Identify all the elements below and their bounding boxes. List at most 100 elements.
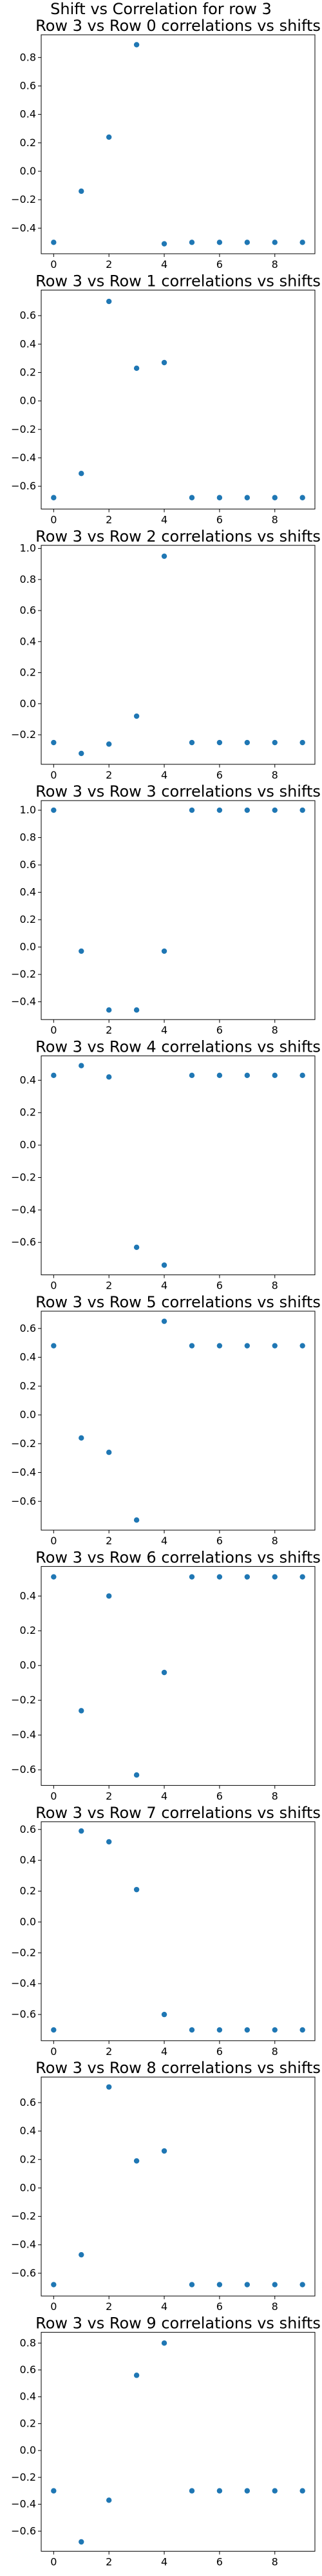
y-tick-label: −0.2 (11, 1437, 36, 1450)
data-point (189, 739, 195, 746)
y-tick-label: 0.8 (20, 831, 36, 844)
data-point (216, 739, 223, 746)
data-point (216, 240, 223, 245)
data-point (216, 1574, 223, 1580)
y-tick-label: 0.0 (20, 941, 36, 953)
subplot-title: Row 3 vs Row 4 correlations vs shifts (35, 1038, 321, 1056)
figure-suptitle: Shift vs Correlation for row 3 (50, 0, 272, 18)
y-tick-label: −0.2 (11, 193, 36, 205)
y-tick-label: −0.6 (11, 2008, 36, 2020)
y-tick-label: 0.0 (20, 1139, 36, 1151)
y-tick-label: −0.4 (11, 451, 36, 464)
y-tick-label: −0.4 (11, 1204, 36, 1216)
y-tick-label: −0.2 (11, 1171, 36, 1183)
data-point (272, 240, 278, 245)
data-point (299, 1343, 305, 1349)
data-point (79, 1063, 84, 1068)
data-point (244, 807, 251, 813)
data-point (133, 1244, 140, 1250)
x-tick-label: 4 (161, 2045, 167, 2058)
y-tick-label: 0.2 (20, 1624, 36, 1636)
data-point (133, 1007, 140, 1013)
y-tick-label: 0.6 (20, 2363, 36, 2376)
x-tick-label: 6 (216, 1280, 223, 1292)
data-point (272, 807, 278, 813)
plot-frame (41, 1566, 316, 1786)
x-tick-label: 6 (216, 513, 223, 526)
data-point (189, 2488, 195, 2494)
data-point (299, 1072, 305, 1079)
x-tick-label: 6 (216, 1535, 223, 1547)
y-tick-label: 0.4 (20, 886, 36, 898)
y-tick-label: 0.4 (20, 1854, 36, 1866)
y-tick-label: 0.8 (20, 51, 36, 63)
data-point (79, 1828, 84, 1834)
data-point (161, 359, 167, 366)
plot-frame (41, 289, 316, 509)
y-tick-label: −0.2 (11, 1694, 36, 1706)
data-point (133, 42, 140, 48)
plot-frame (41, 1821, 316, 2041)
subplot-title: Row 3 vs Row 8 correlations vs shifts (35, 2059, 321, 2077)
data-point (106, 1839, 112, 1845)
x-tick-label: 8 (272, 2045, 278, 2058)
data-point (161, 1318, 167, 1324)
y-tick-label: 0.2 (20, 1885, 36, 1897)
data-point (299, 739, 305, 746)
y-tick-label: 0.0 (20, 697, 36, 710)
subplot-1: Row 3 vs Row 1 correlations vs shifts −0.… (11, 272, 321, 526)
data-point (133, 2372, 140, 2378)
data-point (106, 298, 112, 305)
x-tick-label: 2 (106, 1535, 112, 1547)
data-point (272, 2488, 278, 2494)
x-tick-label: 0 (50, 513, 57, 526)
data-point (216, 2488, 223, 2494)
data-point (161, 2011, 167, 2018)
data-point (106, 741, 112, 747)
data-point (216, 2282, 223, 2287)
data-point (106, 1074, 112, 1080)
x-tick-label: 6 (216, 1024, 223, 1036)
x-tick-label: 2 (106, 769, 112, 781)
data-point (79, 2539, 84, 2545)
data-point (299, 2282, 305, 2287)
subplot-title: Row 3 vs Row 0 correlations vs shifts (35, 17, 321, 35)
y-tick-label: 0.4 (20, 1351, 36, 1363)
data-point (299, 2488, 305, 2494)
y-tick-label: 0.0 (20, 1915, 36, 1927)
data-point (189, 1343, 195, 1349)
subplot-4: Row 3 vs Row 4 correlations vs shifts −0.… (11, 1038, 321, 1292)
y-tick-label: 0.4 (20, 337, 36, 350)
x-tick-label: 2 (106, 2556, 112, 2568)
y-tick-label: 0.0 (20, 165, 36, 177)
data-point (51, 739, 57, 746)
data-point (133, 1772, 140, 1778)
y-tick-label: −0.6 (11, 1763, 36, 1776)
data-point (244, 495, 251, 500)
x-tick-label: 6 (216, 2045, 223, 2058)
y-tick-label: 0.2 (20, 2153, 36, 2165)
data-point (216, 1343, 223, 1349)
x-tick-label: 8 (272, 2300, 278, 2313)
x-tick-label: 8 (272, 2556, 278, 2568)
data-point (299, 1574, 305, 1580)
data-point (272, 2027, 278, 2033)
y-tick-label: −0.2 (11, 2210, 36, 2222)
y-tick-label: 0.6 (20, 2096, 36, 2108)
y-tick-label: 0.2 (20, 1379, 36, 1392)
data-point (189, 807, 195, 813)
x-tick-label: 8 (272, 1024, 278, 1036)
x-tick-label: 4 (161, 1790, 167, 1802)
y-tick-label: −0.6 (11, 2524, 36, 2537)
data-point (79, 188, 84, 194)
x-tick-label: 2 (106, 1024, 112, 1036)
data-point (51, 2488, 57, 2494)
data-point (51, 807, 57, 813)
y-tick-label: −0.4 (11, 1728, 36, 1741)
subplot-title: Row 3 vs Row 6 correlations vs shifts (35, 1548, 321, 1566)
x-tick-label: 2 (106, 513, 112, 526)
data-point (79, 471, 84, 477)
data-point (106, 134, 112, 140)
data-point (189, 2027, 195, 2033)
data-point (244, 2027, 251, 2033)
